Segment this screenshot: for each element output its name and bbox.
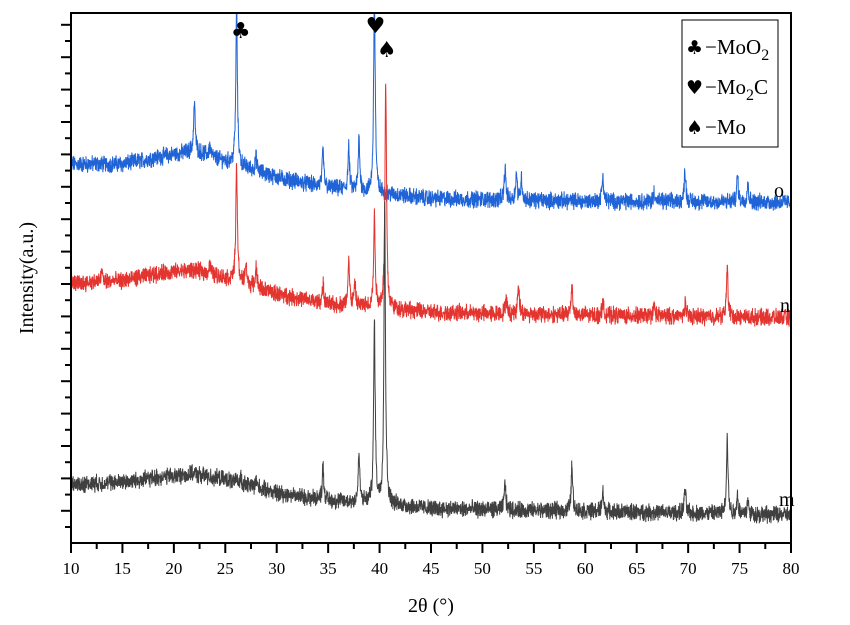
series-label-o: o (774, 180, 784, 202)
x-tick-label: 60 (577, 559, 594, 578)
legend-box (681, 19, 779, 148)
legend-symbol: ♣ (686, 37, 703, 59)
x-tick-label: 25 (217, 559, 234, 578)
legend-label: −Mo (705, 115, 746, 139)
x-tick-label: 45 (423, 559, 440, 578)
series-layer (71, 13, 791, 524)
legend-label: −MoO2 (705, 35, 769, 64)
peak-markers: ♣ ♥♠ (231, 14, 397, 63)
y-axis-title: Intensity(a.u.) (16, 222, 38, 334)
x-tick-label: 75 (731, 559, 748, 578)
series-label-m: m (779, 489, 795, 511)
x-tick-label: 65 (628, 559, 645, 578)
legend-symbol: ♥ (686, 77, 703, 99)
x-tick-label: 30 (268, 559, 285, 578)
peak-marker: ♣ (231, 19, 251, 44)
x-tick-label: 15 (114, 559, 131, 578)
legend-symbol: ♠ (686, 117, 703, 139)
x-axis-title: 2θ (°) (408, 595, 454, 617)
x-tick-label: 35 (320, 559, 337, 578)
x-tick-label: 40 (371, 559, 388, 578)
series-line-n (71, 83, 791, 327)
x-axis: 10 15 20 25 30 35 40 45 50 55 60 65 70 75 80 (63, 543, 800, 578)
series-line-m (71, 201, 791, 524)
x-tick-label: 10 (63, 559, 80, 578)
legend-label: −Mo2C (705, 75, 768, 104)
x-tick-label: 50 (474, 559, 491, 578)
series-labels: o n m (774, 180, 795, 511)
legend: ♣ −MoO2♥ −Mo2C♠ −Mo (681, 19, 779, 148)
x-tick-label: 80 (783, 559, 800, 578)
series-line-o (71, 13, 791, 211)
peak-marker: ♠ (377, 38, 397, 63)
y-axis (61, 23, 71, 528)
x-tick-label: 20 (165, 559, 182, 578)
x-tick-label: 55 (525, 559, 542, 578)
peak-marker: ♥ (366, 14, 386, 39)
x-tick-label: 70 (680, 559, 697, 578)
series-label-n: n (780, 295, 790, 317)
